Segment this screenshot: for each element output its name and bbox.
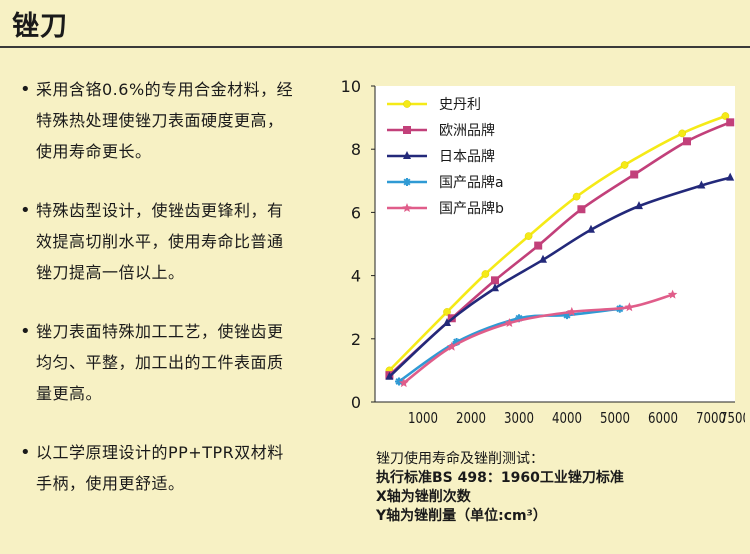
data-point bbox=[577, 205, 586, 214]
feature-item: 锉刀表面特殊加工工艺，使锉齿更均匀、平整，加工出的工件表面质量更高。 bbox=[20, 316, 295, 409]
data-point bbox=[491, 276, 499, 285]
wear-life-line-chart: 0 2 4 6 8 10 1000 2000 3000 4000 5000 6000 70007500 史… bbox=[341, 77, 745, 427]
data-point bbox=[726, 118, 735, 127]
data-point bbox=[395, 377, 403, 386]
data-point bbox=[515, 314, 523, 323]
data-point bbox=[452, 337, 461, 346]
chart-note-line: X轴为锉削次数 bbox=[376, 489, 471, 505]
page-title: 锉刀 bbox=[12, 11, 68, 42]
data-point bbox=[678, 129, 687, 138]
x-tick-label: 4000 bbox=[552, 409, 582, 427]
x-tick-label: 1000 bbox=[408, 409, 438, 427]
data-point bbox=[447, 341, 457, 351]
data-point bbox=[524, 232, 533, 240]
chart-note-line: 执行标准BS 498：1960工业锉刀标准 bbox=[376, 470, 624, 486]
y-tick-label: 0 bbox=[351, 393, 361, 412]
feature-item: 采用含铬0.6%的专用合金材料，经特殊热处理使锉刀表面硬度更高，使用寿命更长。 bbox=[20, 74, 295, 167]
feature-item: 特殊齿型设计，使锉齿更锋利，有效提高切削水平，使用寿命比普通锉刀提高一倍以上。 bbox=[20, 195, 295, 288]
x-tick-label: 6000 bbox=[648, 409, 678, 427]
legend-marker bbox=[403, 151, 411, 159]
data-point bbox=[481, 270, 490, 278]
data-point bbox=[504, 318, 515, 327]
data-point bbox=[534, 241, 543, 250]
data-point bbox=[667, 289, 678, 299]
feature-list: 采用含铬0.6%的专用合金材料，经特殊热处理使锉刀表面硬度更高，使用寿命更长。 … bbox=[20, 74, 295, 527]
legend-label: 史丹利 bbox=[439, 97, 481, 113]
x-tick-label: 7500 bbox=[720, 409, 745, 427]
legend-marker bbox=[402, 203, 412, 212]
y-tick-label: 4 bbox=[351, 267, 361, 286]
feature-item: 以工学原理设计的PP+TPR双材料手柄，使用更舒适。 bbox=[20, 437, 295, 499]
data-point bbox=[572, 192, 581, 201]
data-point bbox=[539, 254, 547, 263]
data-point bbox=[491, 283, 499, 292]
chart-note-line: 锉刀使用寿命及锉削测试： bbox=[376, 451, 544, 467]
y-tick-label: 8 bbox=[351, 140, 361, 159]
data-point bbox=[624, 302, 635, 312]
x-tick-label: 3000 bbox=[504, 409, 534, 427]
data-point bbox=[443, 318, 451, 326]
data-point bbox=[620, 161, 629, 169]
data-point bbox=[721, 112, 730, 120]
data-point bbox=[563, 311, 571, 320]
data-point bbox=[683, 137, 691, 146]
y-tick-label: 6 bbox=[351, 203, 361, 222]
x-tick-label: 2000 bbox=[456, 409, 486, 427]
x-tick-label: 5000 bbox=[600, 409, 630, 427]
y-tick-label: 2 bbox=[351, 330, 361, 349]
data-point bbox=[399, 378, 409, 388]
x-tick-label: 7000 bbox=[696, 409, 726, 427]
legend-label: 国产品牌a bbox=[439, 174, 504, 191]
title-divider bbox=[0, 46, 750, 48]
data-point bbox=[567, 306, 577, 316]
plot-area bbox=[375, 86, 735, 402]
legend-label: 欧洲品牌 bbox=[439, 122, 495, 139]
y-tick-label: 10 bbox=[341, 77, 361, 96]
legend-marker bbox=[403, 126, 411, 134]
legend-marker bbox=[403, 178, 411, 186]
data-point bbox=[630, 170, 639, 179]
data-point bbox=[726, 172, 735, 181]
series-line-5 bbox=[403, 293, 673, 385]
data-point bbox=[697, 180, 706, 189]
chart-note: 锉刀使用寿命及锉削测试： 执行标准BS 498：1960工业锉刀标准 X轴为锉削… bbox=[376, 450, 746, 526]
data-point bbox=[635, 201, 643, 210]
data-point bbox=[443, 308, 451, 316]
legend-label: 日本品牌 bbox=[439, 148, 495, 165]
data-point bbox=[385, 371, 394, 380]
data-point bbox=[587, 224, 595, 233]
legend-marker bbox=[403, 100, 411, 108]
chart-note-line: Y轴为锉削量（单位:cm³） bbox=[376, 508, 547, 524]
legend-label: 国产品牌b bbox=[439, 200, 504, 217]
